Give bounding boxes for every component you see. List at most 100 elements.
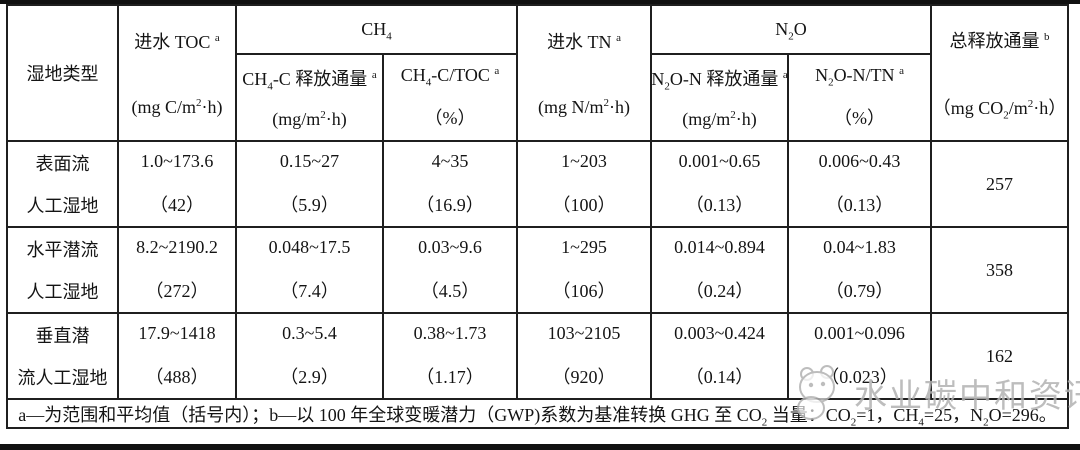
n2o-ratio-avg: （0.13） xyxy=(825,194,894,215)
header-wetland-type-label: 湿地类型 xyxy=(26,64,99,84)
header-sub-row: CH4-C 释放通量 a (mg/m2·h) CH4-C/TOC a （%） N… xyxy=(7,53,1068,142)
toc-range: 8.2~2190.2 xyxy=(136,237,218,258)
tn-range: 1~203 xyxy=(561,151,607,172)
type-line1: 水平潜流 xyxy=(26,240,99,260)
header-ch4-flux-unit: (mg/m2·h) xyxy=(272,109,347,130)
cell-toc: 17.9~1418 （488） xyxy=(117,312,237,400)
cell-tn: 1~295 （106） xyxy=(516,226,653,314)
header-n2o-group: N2O xyxy=(650,3,933,56)
header-ch4-ratio-title: CH4-C/TOC a xyxy=(400,64,500,89)
n2o-ratio-avg: （0.79） xyxy=(825,280,894,301)
cell-ch4-flux: 0.3~5.4 （2.9） xyxy=(235,312,384,400)
cell-type: 垂直潜 流人工湿地 xyxy=(6,312,119,400)
n2o-flux-avg: （0.24） xyxy=(685,280,754,301)
type-line1: 垂直潜 xyxy=(35,326,90,346)
cell-tn: 103~2105 （920） xyxy=(516,312,653,400)
ch4-flux-avg: （5.9） xyxy=(280,194,339,215)
toc-range: 17.9~1418 xyxy=(138,323,216,344)
header-group-row: 湿地类型 进水 TOC a (mg C/m2·h) CH4 进水 TN a (m… xyxy=(6,3,1070,142)
cell-n2o-ratio: 0.006~0.43 （0.13） xyxy=(787,140,933,228)
toc-avg: （42） xyxy=(150,194,204,215)
toc-avg: （488） xyxy=(145,366,209,387)
n2o-ratio-range: 0.001~0.096 xyxy=(814,323,905,344)
cell-n2o-flux: 0.001~0.65 （0.13） xyxy=(650,140,790,228)
ch4-flux-range: 0.048~17.5 xyxy=(268,237,351,258)
ch4-ratio-avg: （1.17） xyxy=(416,366,484,387)
cell-ch4-ratio: 0.38~1.73 （1.17） xyxy=(381,312,519,400)
n2o-ratio-range: 0.04~1.83 xyxy=(823,237,896,258)
header-n2o-flux-title: N2O-N 释放通量 a xyxy=(651,68,788,93)
cell-type: 水平潜流 人工湿地 xyxy=(6,226,119,314)
type-line1: 表面流 xyxy=(35,154,90,174)
header-inflow-tn-title: 进水 TN a xyxy=(547,31,621,52)
cell-toc: 1.0~173.6 （42） xyxy=(117,140,237,228)
header-inflow-toc-title: 进水 TOC a xyxy=(134,31,220,52)
header-ch4-ratio: CH4-C/TOC a （%） xyxy=(381,53,519,142)
cell-total: 257 xyxy=(930,140,1070,228)
n2o-ratio-range: 0.006~0.43 xyxy=(818,151,901,172)
header-inflow-tn-unit: (mg N/m2·h) xyxy=(538,97,631,118)
header-n2o-ratio-unit: （%） xyxy=(834,108,886,129)
table-footnote: a—为范围和平均值（括号内）；b—以 100 年全球变暖潜力（GWP)系数为基准… xyxy=(5,398,1070,429)
cell-total: 162 xyxy=(930,312,1070,400)
header-total-flux: 总释放通量 b （mg CO2/m2·h） xyxy=(930,4,1070,142)
table-row-horizontal-subsurface: 水平潜流 人工湿地 8.2~2190.2 （272） 0.048~17.5 （7… xyxy=(6,226,1070,314)
footnote-row: a—为范围和平均值（括号内）；b—以 100 年全球变暖潜力（GWP)系数为基准… xyxy=(5,398,1070,429)
n2o-flux-range: 0.003~0.424 xyxy=(674,323,765,344)
header-n2o-ratio-title: N2O-N/TN a xyxy=(815,64,904,89)
toc-avg: （272） xyxy=(145,280,209,301)
cell-type: 表面流 人工湿地 xyxy=(6,140,119,228)
ch4-ratio-avg: （16.9） xyxy=(416,194,484,215)
header-inflow-tn: 进水 TN a (mg N/m2·h) xyxy=(516,4,653,142)
header-n2o-flux: N2O-N 释放通量 a (mg/m2·h) xyxy=(650,53,790,142)
tn-range: 1~295 xyxy=(561,237,607,258)
header-inflow-toc-unit: (mg C/m2·h) xyxy=(131,97,223,118)
top-rule xyxy=(0,0,1080,4)
tn-avg: （920） xyxy=(552,366,616,387)
n2o-flux-avg: （0.14） xyxy=(685,366,754,387)
ch4-ratio-avg: （4.5） xyxy=(420,280,480,301)
bottom-rule xyxy=(0,444,1080,450)
header-ch4-ratio-unit: （%） xyxy=(424,108,476,129)
header-n2o-ratio: N2O-N/TN a （%） xyxy=(787,53,933,142)
header-ch4-group: CH4 xyxy=(234,3,519,56)
cell-n2o-flux: 0.003~0.424 （0.14） xyxy=(650,312,790,400)
n2o-flux-range: 0.001~0.65 xyxy=(678,151,761,172)
cell-tn: 1~203 （100） xyxy=(516,140,653,228)
type-line2: 人工湿地 xyxy=(26,282,99,302)
header-ch4-flux: CH4-C 释放通量 a (mg/m2·h) xyxy=(235,53,384,142)
cell-ch4-flux: 0.048~17.5 （7.4） xyxy=(235,226,384,314)
type-line2: 人工湿地 xyxy=(26,196,99,216)
header-total-flux-unit: （mg CO2/m2·h） xyxy=(932,97,1067,122)
cell-ch4-ratio: 4~35 （16.9） xyxy=(381,140,519,228)
ch4-ratio-range: 0.38~1.73 xyxy=(413,323,487,344)
n2o-flux-avg: （0.13） xyxy=(685,194,754,215)
ch4-ratio-range: 0.03~9.6 xyxy=(418,237,482,258)
tn-avg: （106） xyxy=(552,280,616,301)
total-value: 257 xyxy=(986,173,1014,194)
table-row-surface-flow: 表面流 人工湿地 1.0~173.6 （42） 0.15~27 （5.9） 4~… xyxy=(6,140,1070,228)
cell-n2o-ratio: 0.001~0.096 （0.023） xyxy=(787,312,933,400)
cell-toc: 8.2~2190.2 （272） xyxy=(117,226,237,314)
header-total-flux-title: 总释放通量 b xyxy=(949,30,1050,51)
n2o-flux-range: 0.014~0.894 xyxy=(674,237,765,258)
total-value: 358 xyxy=(986,259,1014,280)
ch4-flux-avg: （7.4） xyxy=(280,280,339,301)
wetland-emission-table: 湿地类型 进水 TOC a (mg C/m2·h) CH4 进水 TN a (m… xyxy=(5,3,1070,429)
cell-n2o-ratio: 0.04~1.83 （0.79） xyxy=(787,226,933,314)
cell-ch4-flux: 0.15~27 （5.9） xyxy=(235,140,384,228)
header-n2o-group-label: N2O xyxy=(775,19,807,43)
header-n2o-flux-unit: (mg/m2·h) xyxy=(682,109,757,130)
ch4-ratio-range: 4~35 xyxy=(431,151,469,172)
n2o-ratio-avg: （0.023） xyxy=(821,366,898,387)
header-wetland-type: 湿地类型 xyxy=(6,4,119,142)
type-line2: 流人工湿地 xyxy=(17,368,108,388)
header-ch4-flux-title: CH4-C 释放通量 a xyxy=(242,68,377,93)
table-row-vertical-subsurface: 垂直潜 流人工湿地 17.9~1418 （488） 0.3~5.4 （2.9） … xyxy=(6,312,1070,400)
tn-range: 103~2105 xyxy=(547,323,621,344)
cell-total: 358 xyxy=(930,226,1070,314)
total-value: 162 xyxy=(986,345,1014,366)
ch4-flux-range: 0.3~5.4 xyxy=(282,323,337,344)
tn-avg: （100） xyxy=(552,194,616,215)
